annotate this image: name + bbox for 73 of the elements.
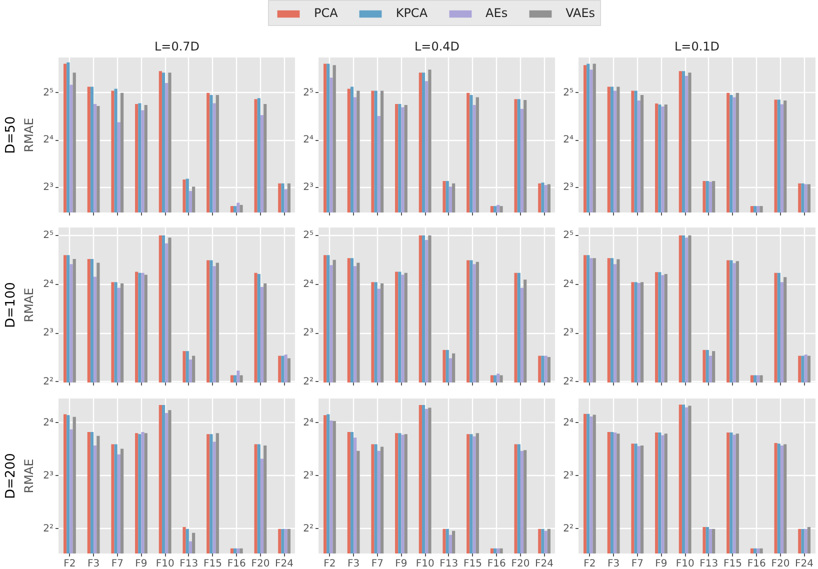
y-tick-label: 2² xyxy=(563,523,574,534)
y-tick-label: 2³ xyxy=(563,328,574,339)
x-tick-label: F20 xyxy=(771,558,790,569)
y-tick-label: 2⁴ xyxy=(303,417,314,428)
x-tick-label: F3 xyxy=(87,558,100,569)
y-tick-label: 2⁴ xyxy=(43,417,54,428)
x-tick-label: F13 xyxy=(180,558,198,569)
x-tick-label: F10 xyxy=(676,558,694,569)
x-tick-label: F24 xyxy=(795,558,814,569)
y-tick-label: 2² xyxy=(43,523,54,534)
y-tick-label: 2² xyxy=(303,376,314,388)
x-tick-label: F7 xyxy=(631,558,644,569)
y-tick-label: 2⁴ xyxy=(303,134,314,146)
x-tick-label: F13 xyxy=(440,558,458,569)
y-tick-label: 2⁴ xyxy=(303,278,314,290)
x-tick-label: F2 xyxy=(584,558,596,569)
y-tick-label: 2⁵ xyxy=(43,87,54,98)
y-tick-label: 2⁴ xyxy=(563,134,574,146)
chart-title: L=0.1D xyxy=(674,40,720,54)
x-tick-label: F24 xyxy=(535,558,554,569)
y-tick-label: 2³ xyxy=(303,182,314,194)
text: D=100 xyxy=(4,282,18,328)
text: D=50 xyxy=(4,116,18,154)
text: D=200 xyxy=(4,453,18,499)
x-tick-label: F15 xyxy=(204,558,222,569)
x-tick-label: F15 xyxy=(724,558,742,569)
x-tick-label: F16 xyxy=(487,558,506,569)
x-tick-label: F16 xyxy=(747,558,766,569)
x-tick-label: F13 xyxy=(700,558,718,569)
x-tick-label: F9 xyxy=(655,558,668,569)
x-tick-label: F7 xyxy=(111,558,124,569)
x-tick-label: F7 xyxy=(371,558,384,569)
y-tick-label: 2⁵ xyxy=(563,230,574,241)
y-tick-label: 2² xyxy=(303,523,314,534)
y-tick-label: 2⁵ xyxy=(43,230,54,241)
y-tick-label: 2³ xyxy=(43,470,54,482)
x-tick-label: F20 xyxy=(251,558,270,569)
y-tick-label: 2³ xyxy=(43,328,54,339)
chart-title: L=0.7D xyxy=(154,40,200,54)
x-tick-label: F3 xyxy=(607,558,620,569)
y-tick-label: 2³ xyxy=(563,182,574,194)
y-axis-title: RMAE xyxy=(22,458,36,494)
chart-title: L=0.4D xyxy=(414,40,460,54)
legend-label: PCA xyxy=(314,6,338,20)
x-tick-label: F2 xyxy=(324,558,336,569)
x-tick-label: F10 xyxy=(156,558,174,569)
y-tick-label: 2³ xyxy=(303,470,314,482)
y-tick-label: 2³ xyxy=(563,470,574,482)
y-tick-label: 2⁴ xyxy=(43,134,54,146)
y-tick-label: 2³ xyxy=(43,182,54,194)
y-tick-label: 2⁴ xyxy=(563,417,574,428)
x-tick-label: F3 xyxy=(347,558,360,569)
x-tick-label: F16 xyxy=(227,558,246,569)
legend-label: KPCA xyxy=(396,6,428,20)
x-tick-label: F24 xyxy=(275,558,294,569)
x-tick-label: F2 xyxy=(64,558,76,569)
y-tick-label: 2⁵ xyxy=(303,87,314,98)
x-tick-label: F20 xyxy=(511,558,530,569)
legend-label: VAEs xyxy=(566,6,596,20)
x-tick-label: F10 xyxy=(416,558,434,569)
x-tick-label: F9 xyxy=(135,558,148,569)
y-tick-label: 2⁴ xyxy=(563,278,574,290)
y-axis-title: RMAE xyxy=(22,118,36,152)
y-tick-label: 2² xyxy=(43,376,54,388)
y-tick-label: 2⁵ xyxy=(303,230,314,241)
y-tick-label: 2⁴ xyxy=(43,278,54,290)
y-axis-title: RMAE xyxy=(22,288,36,322)
y-tick-label: 2³ xyxy=(303,328,314,339)
legend-label: AEs xyxy=(486,6,508,20)
y-tick-label: 2² xyxy=(563,376,574,388)
x-tick-label: F15 xyxy=(464,558,482,569)
x-tick-label: F9 xyxy=(395,558,408,569)
y-tick-label: 2⁵ xyxy=(563,87,574,98)
